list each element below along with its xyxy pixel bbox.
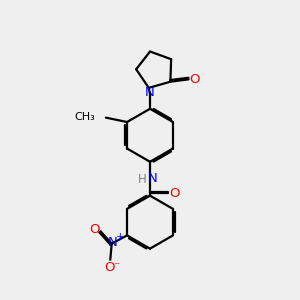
- Text: N: N: [145, 86, 154, 99]
- Text: O: O: [105, 261, 115, 274]
- Text: CH₃: CH₃: [74, 112, 95, 122]
- Text: N: N: [148, 172, 157, 185]
- Text: N: N: [108, 236, 118, 249]
- Text: O: O: [169, 187, 179, 200]
- Text: H: H: [137, 173, 146, 186]
- Text: ⁻: ⁻: [114, 260, 120, 273]
- Text: O: O: [89, 223, 100, 236]
- Text: O: O: [189, 73, 200, 86]
- Text: +: +: [116, 232, 124, 242]
